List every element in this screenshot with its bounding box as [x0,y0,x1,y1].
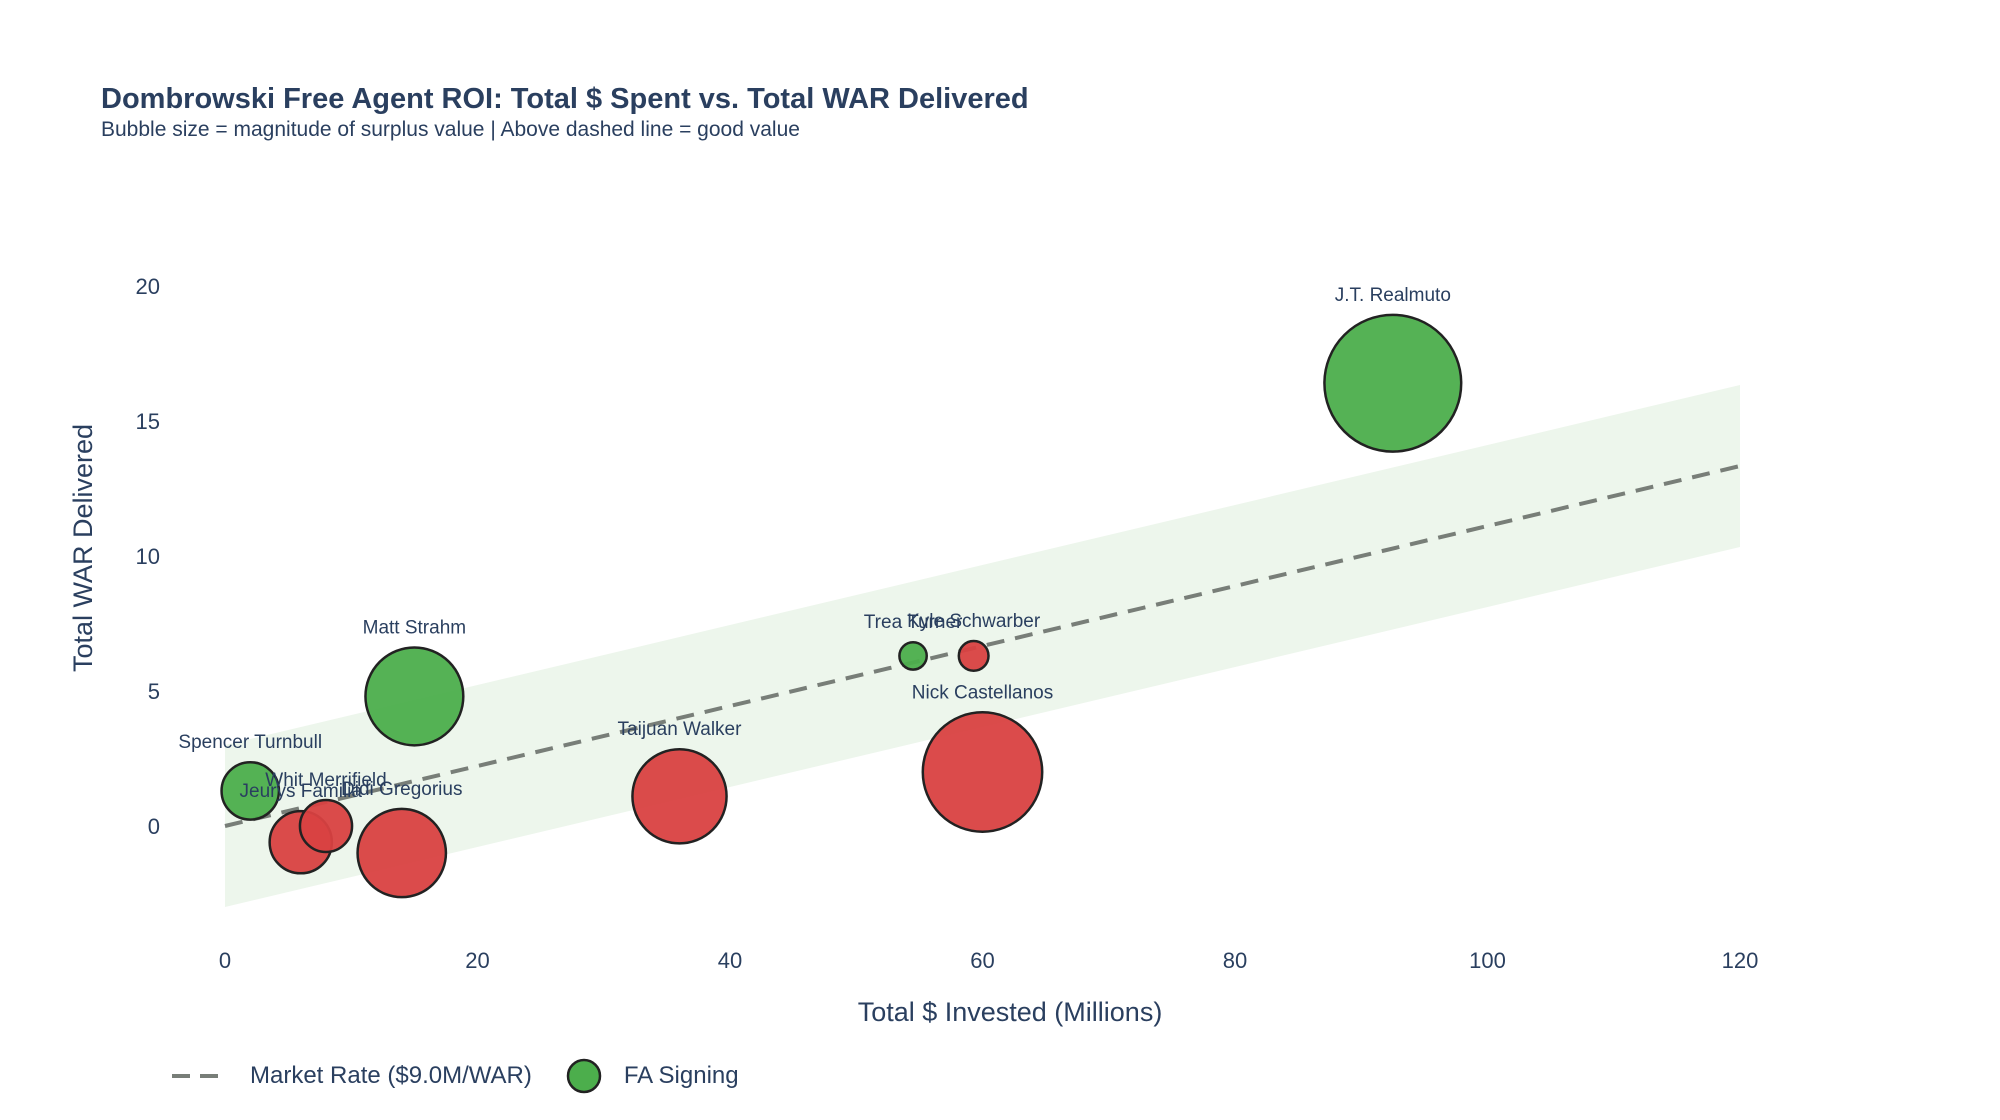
bubble-label: Jeurys Familia [240,781,363,802]
y-tick-label: 20 [136,274,160,299]
bubble-label: Whit Merrifield [265,770,386,791]
bubble[interactable] [921,711,1044,833]
bubble[interactable] [957,639,990,673]
legend-label-fa-signing: FA Signing [623,1062,739,1089]
bubble-label: Kyle Schwarber [907,611,1041,632]
x-tick-labels: 0 20 40 60 80 100 120 [219,948,1758,973]
bubble-label: Spencer Turnbull [178,732,322,753]
y-axis-title: Total WAR Delivered [68,424,98,672]
legend-item-market-rate[interactable]: Market Rate ($9.0M/WAR) [170,1062,532,1090]
bubble-label-layer: J.T. Realmuto Matt Strahm Trea TurnerKyle … [178,285,1450,802]
bubble[interactable] [631,747,728,845]
legend-bubble-swatch [566,1058,602,1094]
bubble-label: Didi Gregorius [341,779,462,800]
x-tick-label: 100 [1469,948,1506,973]
x-tick-label: 40 [718,948,742,973]
x-tick-label: 80 [1223,948,1247,973]
bubble[interactable] [220,760,281,821]
chart-title: Dombrowski Free Agent ROI: Total $ Spent… [101,83,1029,115]
bubble[interactable] [898,640,928,671]
x-tick-label: 60 [970,948,994,973]
bubble-layer [220,313,1463,899]
bubble-label: Taijuan Walker [618,719,743,740]
y-tick-label: 0 [148,814,160,839]
bubble-label: Matt Strahm [363,617,466,638]
y-tick-label: 15 [136,409,160,434]
bubble-label: Trea Turner [864,612,963,633]
y-tick-label: 5 [148,679,160,704]
legend-item-fa-signing[interactable]: FA Signing [566,1058,739,1094]
bubble-label: Nick Castellanos [912,682,1054,703]
y-tick-labels: 0 5 10 15 20 [136,274,160,839]
chart-subtitle: Bubble size = magnitude of surplus value… [101,118,800,141]
x-tick-label: 0 [219,948,231,973]
x-tick-label: 20 [465,948,489,973]
x-axis-title: Total $ Invested (Millions) [858,997,1163,1027]
legend: Market Rate ($9.0M/WAR) FA Signing [170,1056,773,1096]
bubble[interactable] [356,807,448,899]
bubble[interactable] [298,798,354,854]
legend-label-market-rate: Market Rate ($9.0M/WAR) [250,1062,532,1089]
bubble[interactable] [364,646,465,747]
bubble-label: J.T. Realmuto [1335,285,1451,306]
legend-dashed-line-swatch [172,1074,226,1078]
y-tick-label: 10 [136,544,160,569]
bubble[interactable] [1323,313,1463,453]
x-tick-label: 120 [1722,948,1759,973]
